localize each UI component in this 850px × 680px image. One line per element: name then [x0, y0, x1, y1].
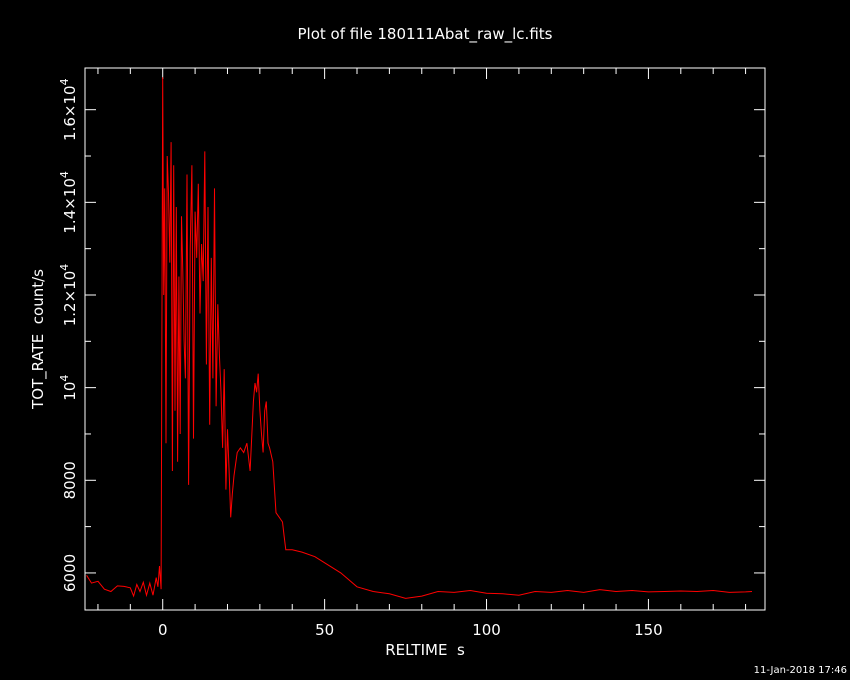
plot-timestamp: 11-Jan-2018 17:46 — [754, 665, 847, 676]
y-tick-exponent: 4 — [58, 264, 71, 271]
y-tick-base: 10 — [61, 271, 79, 290]
y-tick-mantissa: 1.4× — [61, 197, 79, 233]
x-tick-label: 150 — [634, 621, 663, 639]
y-tick-exponent: 4 — [58, 375, 71, 382]
y-tick-label: 1.6×104 — [58, 78, 79, 141]
x-axis-label: RELTIME s — [385, 641, 465, 659]
y-tick-label: 8000 — [61, 461, 79, 499]
y-tick-mantissa: 1.6× — [61, 105, 79, 141]
tot-rate-series-line — [86, 77, 753, 599]
y-tick-label: 6000 — [61, 554, 79, 592]
chart-title: Plot of file 180111Abat_raw_lc.fits — [298, 25, 553, 44]
x-tick-label: 50 — [315, 621, 334, 639]
y-tick-mantissa: 1.2× — [61, 290, 79, 326]
y-tick-base: 10 — [61, 178, 79, 197]
y-tick-label: 1.4×104 — [58, 171, 79, 234]
y-tick-base: 10 — [61, 85, 79, 104]
x-tick-labels: 0 50 100 150 — [158, 621, 663, 639]
x-tick-label: 100 — [472, 621, 501, 639]
tick-marks — [85, 68, 765, 610]
y-tick-exponent: 4 — [58, 171, 71, 178]
y-axis-label: TOT_RATE count/s — [29, 269, 48, 410]
y-tick-label: 104 — [58, 375, 79, 401]
plot-frame — [84, 67, 766, 611]
y-tick-base: 10 — [61, 382, 79, 401]
y-tick-label: 1.2×104 — [58, 264, 79, 327]
x-tick-label: 0 — [158, 621, 168, 639]
y-tick-exponent: 4 — [58, 78, 71, 85]
